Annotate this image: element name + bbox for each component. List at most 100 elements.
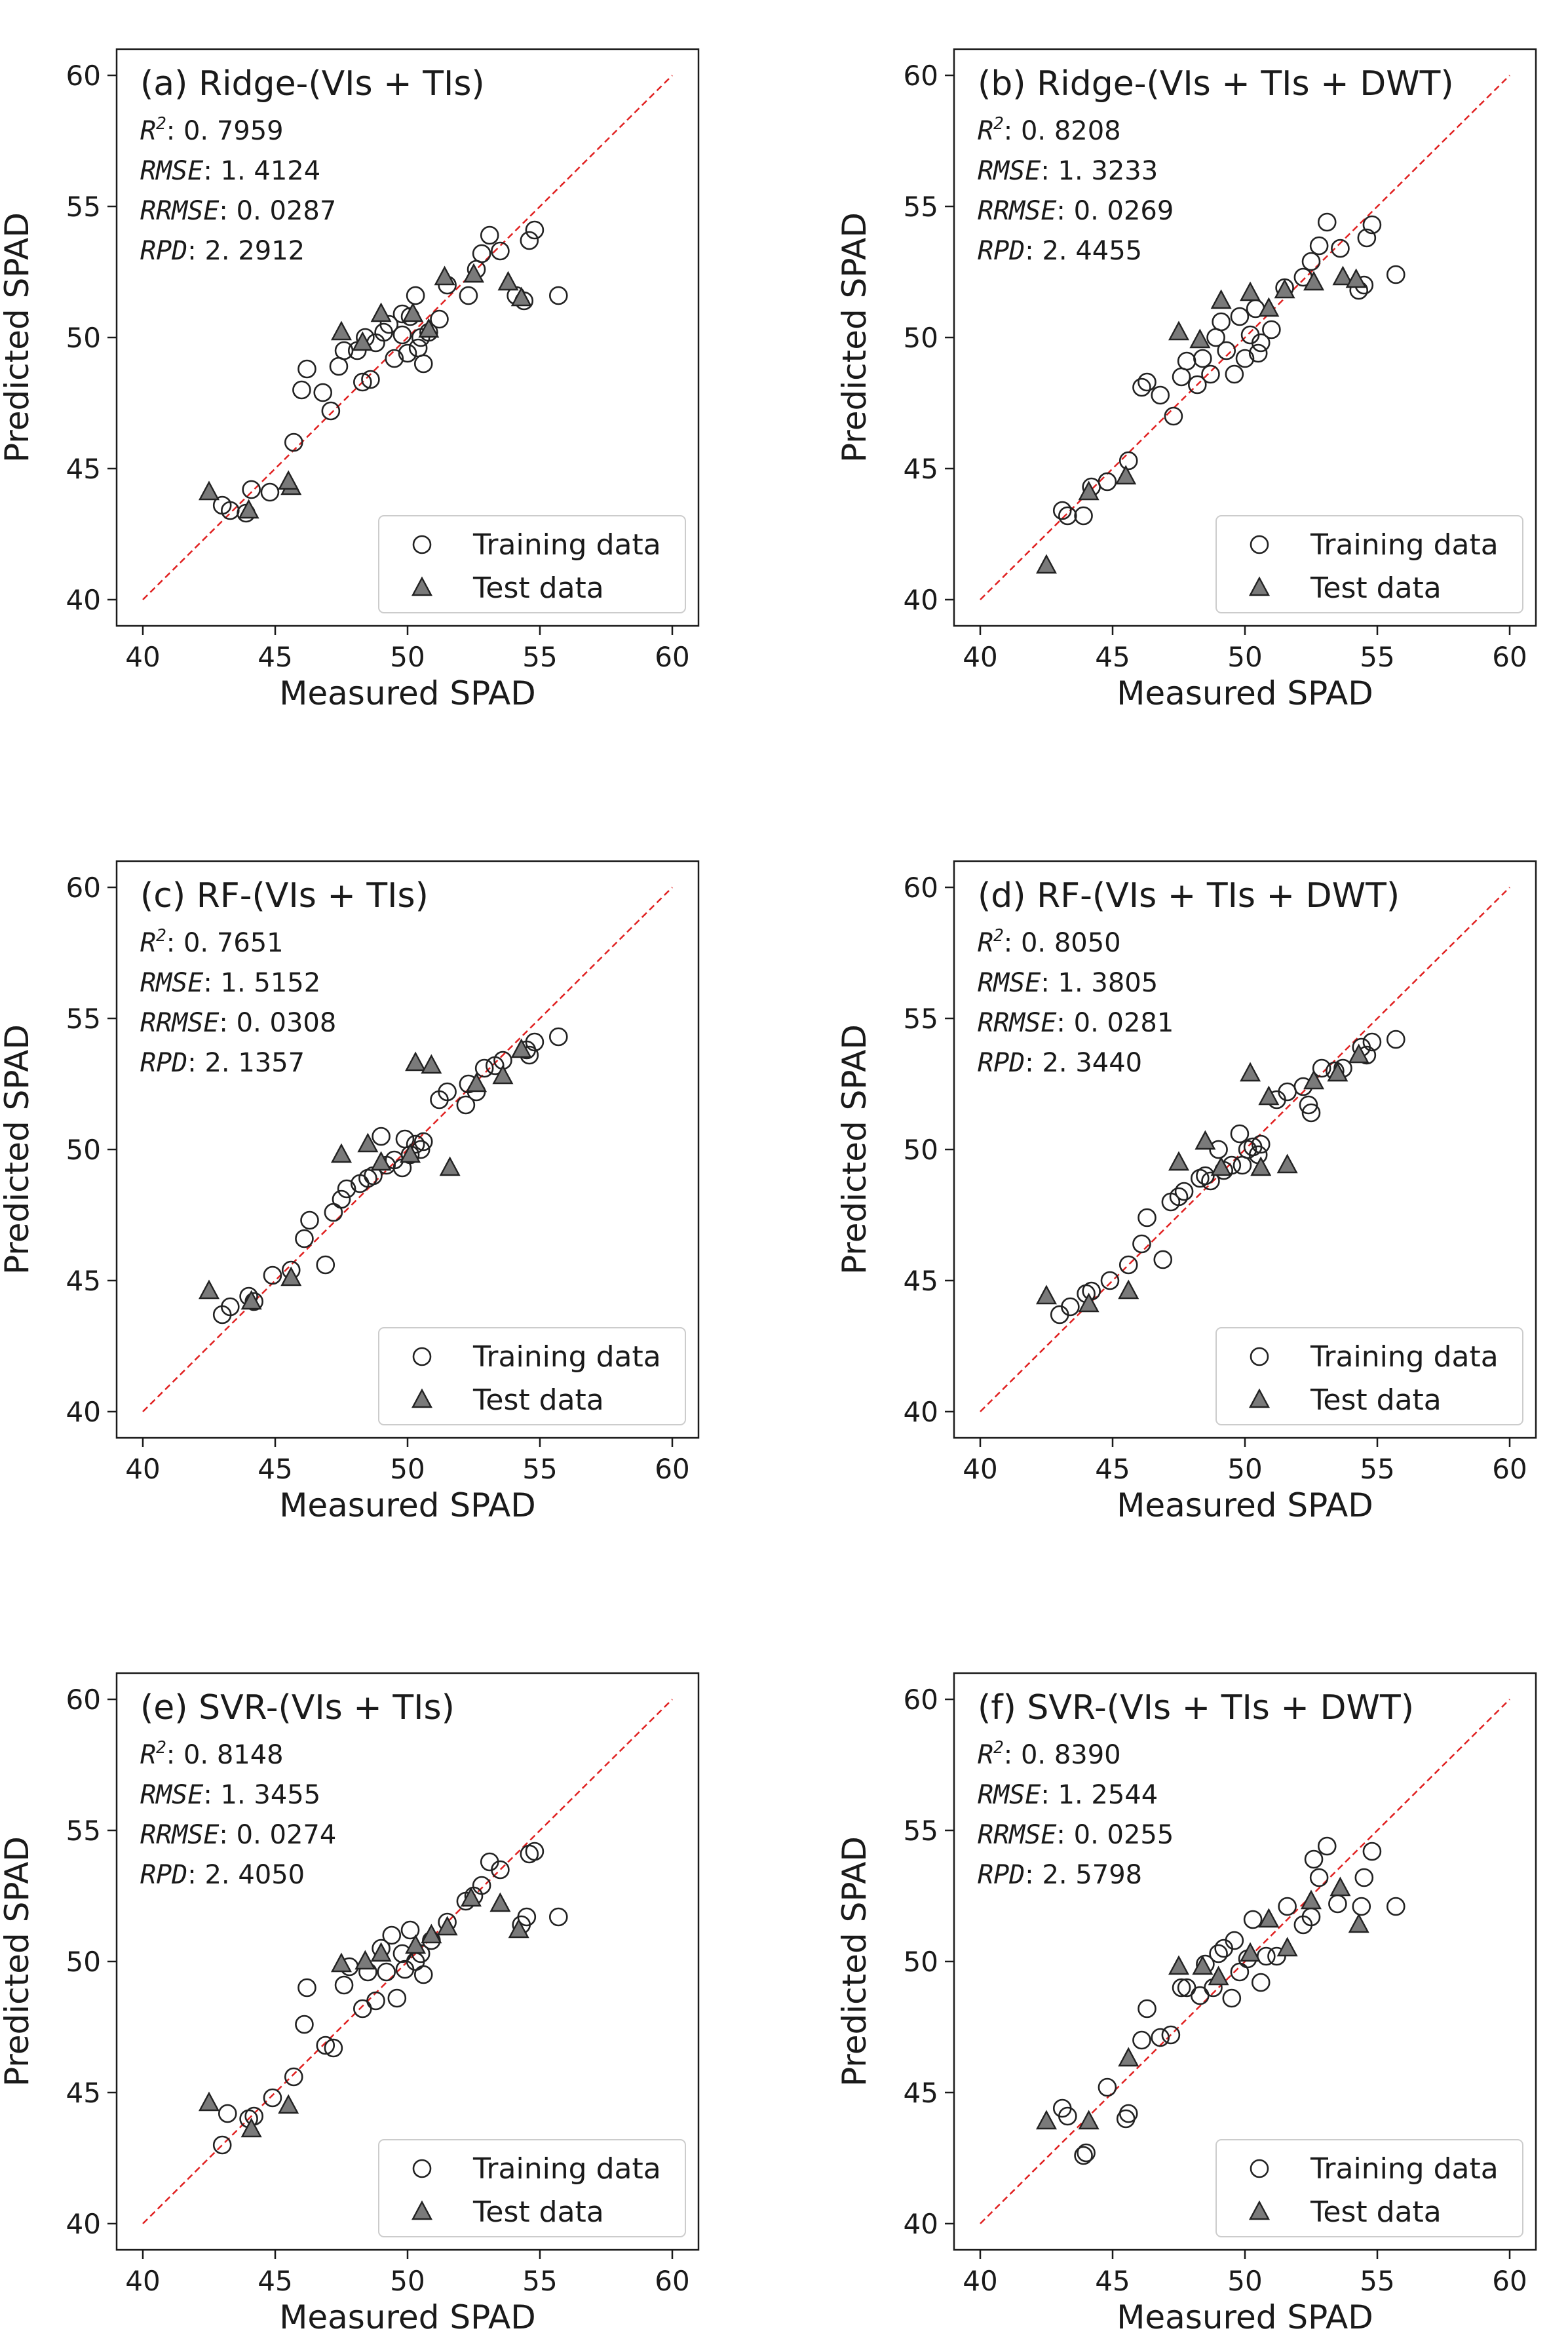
panel-2: 40 45 50 55 60 40 45 50 55 60 Measured SPAD Predict… (0, 860, 700, 1524)
legend-circle-icon (412, 535, 432, 554)
test-point (330, 320, 353, 341)
y-tick-label: 55 (904, 191, 938, 223)
legend-box (378, 515, 686, 613)
legend-triangle-icon (411, 1388, 433, 1408)
training-point (1077, 2143, 1096, 2163)
test-point (1303, 1070, 1325, 1090)
metric-rpd: RPD: 2. 4050 (140, 1860, 305, 1890)
training-point (297, 1978, 316, 1998)
test-point (436, 1916, 458, 1936)
y-axis-label: Predicted SPAD (835, 1024, 873, 1275)
test-point (198, 480, 220, 501)
metric-rmse: RMSE: 1. 3233 (978, 156, 1158, 186)
training-point (1058, 2106, 1077, 2126)
training-point (1132, 1234, 1151, 1254)
test-point (1035, 2110, 1058, 2130)
training-point (242, 480, 261, 499)
training-point (1138, 1999, 1157, 2018)
metric-r: R2: 0. 7651 (140, 926, 284, 958)
legend: Training data Test data (378, 1327, 686, 1425)
metric-r: R2: 0. 8050 (978, 926, 1121, 958)
y-tick-label: 40 (904, 584, 938, 616)
y-tick-label: 55 (66, 1815, 101, 1847)
y-tick-label: 40 (66, 2208, 101, 2240)
test-point (1078, 1292, 1100, 1313)
y-tick-label: 60 (66, 872, 101, 904)
training-point (313, 383, 333, 402)
metric-r: R2: 0. 7959 (140, 114, 284, 146)
training-point (1209, 1944, 1228, 1963)
legend-triangle-icon (1248, 2200, 1271, 2220)
x-tick-label: 50 (390, 641, 425, 673)
training-point (491, 1860, 510, 1880)
x-axis-label: Measured SPAD (1117, 2298, 1373, 2336)
x-tick-label: 60 (655, 641, 689, 673)
test-point (421, 1923, 442, 1944)
training-point (1201, 364, 1220, 384)
metric-rmse: RMSE: 1. 4124 (140, 156, 320, 186)
metric-rpd: RPD: 2. 1357 (140, 1048, 305, 1078)
x-tick-label: 55 (1360, 641, 1394, 673)
legend-triangle-icon (411, 2200, 433, 2220)
training-point (413, 1132, 433, 1151)
training-point (1230, 1124, 1250, 1144)
training-point (1262, 320, 1281, 339)
x-tick-label: 45 (1095, 1453, 1130, 1485)
metric-rrmse: RRMSE: 0. 0255 (978, 1820, 1174, 1850)
training-point (456, 1095, 476, 1115)
training-point (1352, 1897, 1371, 1916)
training-point (459, 286, 478, 305)
test-point (1332, 265, 1354, 286)
test-point (1192, 1955, 1214, 1975)
training-point (1317, 212, 1337, 232)
y-tick-label: 40 (66, 584, 101, 616)
test-point (330, 1143, 353, 1163)
training-point (1132, 2030, 1151, 2050)
training-point (413, 354, 433, 374)
y-tick-label: 50 (904, 322, 938, 354)
training-point (1362, 1842, 1382, 1861)
training-point (392, 325, 412, 345)
metric-rmse: RMSE: 1. 3455 (140, 1780, 320, 1810)
training-point (1362, 215, 1382, 235)
training-point (382, 1925, 402, 1945)
training-point (361, 370, 380, 389)
legend: Training data Test data (1215, 2139, 1523, 2237)
metric-rmse: RMSE: 1. 3805 (978, 968, 1158, 998)
training-point (377, 1962, 396, 1982)
training-point (1212, 312, 1231, 332)
training-point (1230, 307, 1250, 326)
test-point (370, 1151, 392, 1171)
legend-circle-icon (412, 2159, 432, 2178)
x-tick-label: 55 (522, 1453, 557, 1485)
test-point (421, 1054, 442, 1074)
training-point (548, 1907, 568, 1927)
x-tick-label: 55 (522, 2265, 557, 2297)
training-point (1251, 333, 1271, 353)
training-point (1061, 1297, 1080, 1317)
x-tick-label: 40 (963, 2265, 997, 2297)
test-point (439, 1156, 461, 1176)
y-tick-label: 60 (904, 1684, 938, 1716)
test-point (1035, 1284, 1058, 1305)
legend: Training data Test data (378, 2139, 686, 2237)
training-point (1331, 239, 1350, 258)
test-point (1250, 1156, 1272, 1176)
test-point (1274, 279, 1295, 299)
x-tick-label: 45 (1095, 2265, 1130, 2297)
training-point (406, 286, 425, 305)
legend-test-label: Test data (1310, 571, 1442, 605)
training-point (1235, 349, 1255, 368)
training-point (1174, 1182, 1194, 1201)
y-tick-label: 40 (904, 2208, 938, 2240)
x-tick-label: 50 (390, 2265, 425, 2297)
panel-5: 40 45 50 55 60 40 45 50 55 60 Measured SPAD Predict… (835, 1672, 1537, 2336)
training-point (1386, 1897, 1405, 1916)
training-point (372, 1127, 391, 1146)
training-point (480, 225, 499, 245)
legend-box (378, 1327, 686, 1425)
training-point (1217, 341, 1236, 360)
test-point (400, 1143, 421, 1163)
training-point (1299, 1095, 1318, 1115)
legend-circle-icon (1250, 535, 1269, 554)
